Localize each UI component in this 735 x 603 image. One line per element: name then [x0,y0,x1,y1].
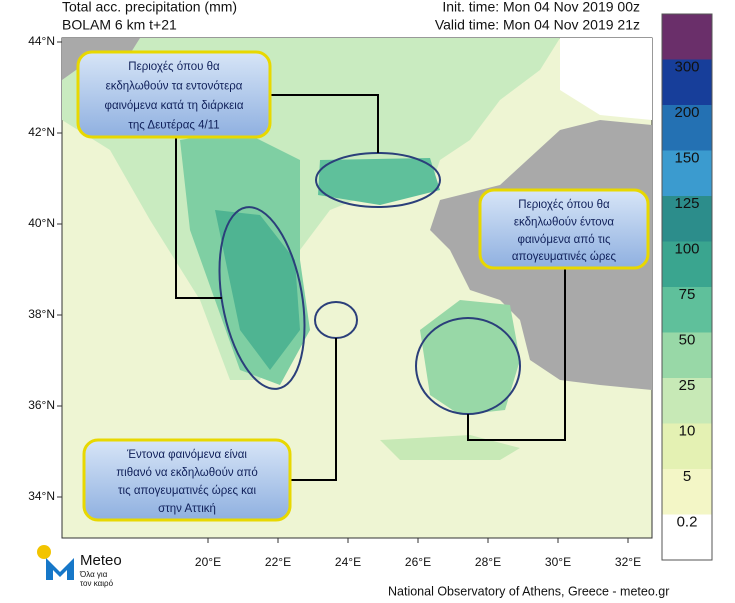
colorbar-swatch [662,59,712,105]
colorbar-label: 100 [674,240,699,257]
logo-sun [37,545,51,559]
footer: National Observatory of Athens, Greece -… [388,584,669,598]
callout-box [82,438,292,522]
precip-dodecanese [420,300,520,415]
heavy-precip-core [215,210,300,370]
lon-label: 30°E [545,555,571,569]
lat-label: 44°N [28,34,55,48]
callout-text: Περιοχές όπου θα [518,199,610,211]
callout-text: της Δευτέρας 4/11 [128,120,219,132]
lat-label: 40°N [28,216,55,230]
connector [467,268,566,441]
colorbar-swatch [662,150,712,196]
callout-box [478,188,650,270]
colorbar-swatch [662,196,712,242]
colorbar-swatch [662,287,712,333]
connector [175,137,222,299]
lat-label: 42°N [28,125,55,139]
crete [380,435,520,460]
ellipse-central [218,206,306,390]
lon-label: 24°E [335,555,361,569]
colorbar-label: 300 [674,58,699,75]
colorbar-label: 25 [679,377,696,394]
colorbar-swatch [662,105,712,151]
logo-tagline: Όλα για [79,570,108,579]
callout-text: Έντονα φαινόμενα είναι [126,449,247,461]
callout-text: στην Αττική [158,503,216,515]
colorbar-label: 50 [679,331,696,348]
map-area [61,37,653,539]
colorbar-label: 125 [674,195,699,212]
colorbar-swatch [662,378,712,424]
lat-label: 36°N [28,398,55,412]
valid-time: Valid time: Mon 04 Nov 2019 21z [435,17,640,33]
callout-text: πιθανό να εκδηλωθούν από [116,467,258,479]
map-title: Total acc. precipitation (mm) [62,0,237,15]
lon-label: 22°E [265,555,291,569]
axis-labels: 44°N 42°N 40°N 38°N 36°N 34°N 20°E 22°E 24°E 26°E… [28,34,641,569]
callout-text: φαινόμενα κατά τη διάρκεια [105,100,244,112]
init-time: Init. time: Mon 04 Nov 2019 00z [442,0,640,15]
callout-text: φαινόμενα από τις [518,234,611,246]
colorbar-label: 200 [674,104,699,121]
colorbar-label: 5 [683,468,691,485]
lon-label: 28°E [475,555,501,569]
colorbar-label: 0.2 [677,513,698,530]
callout-text: Περιοχές όπου θα [128,61,220,73]
colorbar-swatch [662,14,712,60]
callout-text: τις απογευματινές ώρες και [118,485,256,497]
colorbar-swatch [662,514,712,560]
lon-label: 26°E [405,555,431,569]
colorbar-swatch [662,423,712,469]
colorbar-swatch [662,241,712,287]
logo: Meteo Όλα για τον καιρό [37,545,122,588]
heavy-precip-north [318,158,440,205]
colorbar-label: 75 [679,286,696,303]
callout-text: απογευματινές ώρες [512,251,617,263]
logo-tagline: τον καιρό [80,579,114,588]
callout-box [76,50,272,139]
colorbar-swatch [662,469,712,515]
colorbar: 0.2 5 10 25 50 75 100 125 150 200 300 [661,13,713,561]
model-label: BOLAM 6 km t+21 [62,17,177,33]
colorbar-frame [661,13,713,561]
callout-text: εκδηλωθούν τα εντονότερα [106,81,243,93]
callout-text: εκδηλωθούν έντονα [514,216,615,228]
colorbar-label: 150 [674,149,699,166]
lon-label: 20°E [195,555,221,569]
connector [270,94,379,153]
logo-name: Meteo [80,552,122,569]
connector [290,338,337,481]
lat-label: 38°N [28,307,55,321]
logo-mark [46,558,74,580]
callouts: Περιοχές όπου θα εκδηλωθούν τα εντονότερα… [76,50,650,522]
colorbar-swatch [662,332,712,378]
black-sea [560,38,652,120]
lon-label: 32°E [615,555,641,569]
colorbar-label: 10 [679,422,696,439]
lat-label: 34°N [28,489,55,503]
